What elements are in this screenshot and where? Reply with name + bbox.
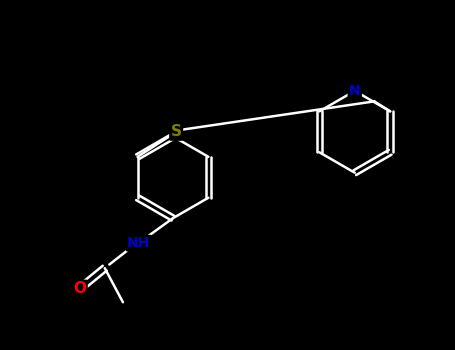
Text: O: O [73,281,86,296]
Text: NH: NH [127,236,151,250]
Text: N: N [349,84,360,98]
Text: S: S [171,124,182,139]
